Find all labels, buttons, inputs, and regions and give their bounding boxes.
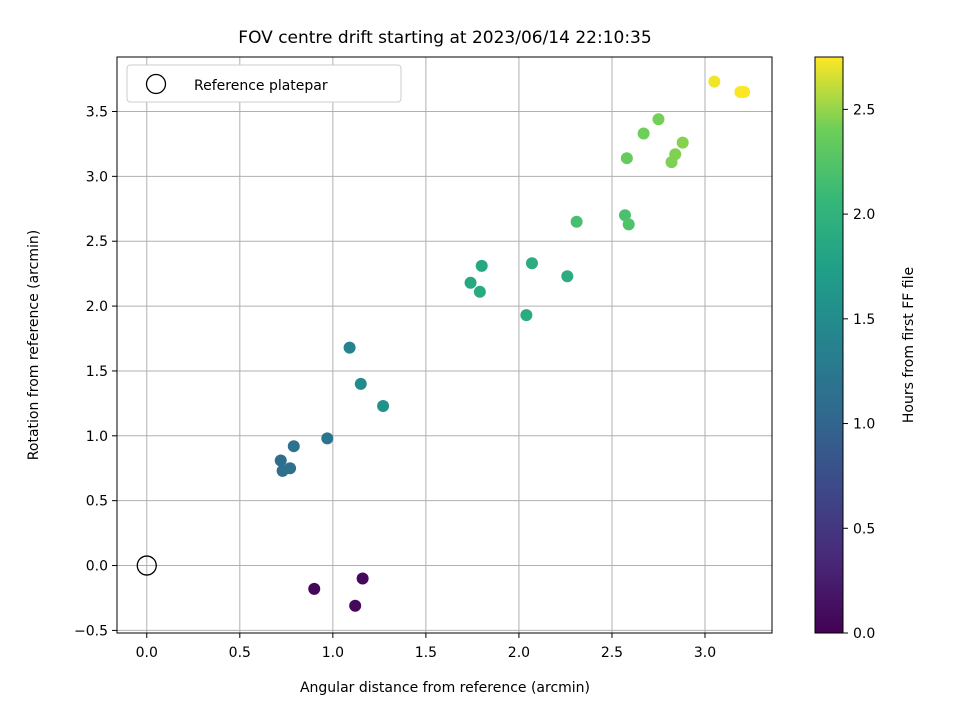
x-tick-label: 2.0	[508, 645, 530, 661]
scatter-point	[475, 259, 488, 272]
scatter-point	[354, 377, 367, 390]
scatter-point	[622, 218, 635, 231]
scatter-point	[620, 152, 633, 165]
scatter-point	[637, 127, 650, 140]
scatter-point	[377, 399, 390, 412]
scatter-point	[570, 215, 583, 228]
scatter-point	[308, 582, 321, 595]
y-axis-ticks: −0.5 0.0 0.5 1.0 1.5 2.0 2.5 3.0 3.5	[74, 104, 117, 639]
reference-marker	[136, 555, 157, 576]
grid	[117, 57, 772, 633]
scatter-point	[676, 136, 689, 149]
scatter-points	[274, 75, 751, 612]
colorbar-ticks: 0.0 0.5 1.0 1.5 2.0 2.5	[843, 102, 875, 642]
legend-marker-reference	[145, 73, 167, 95]
scatter-point	[520, 309, 533, 322]
legend: Reference platepar	[126, 64, 402, 103]
scatter-point	[525, 257, 538, 270]
scatter-point	[561, 270, 574, 283]
scatter-point	[274, 454, 287, 467]
scatter-point	[464, 276, 477, 289]
y-axis-label: Rotation from reference (arcmin)	[26, 230, 42, 460]
scatter-point	[343, 341, 356, 354]
scatter-point	[708, 75, 721, 88]
y-tick-label: 2.5	[86, 234, 108, 250]
colorbar-label: Hours from first FF file	[901, 267, 917, 423]
x-tick-label: 1.5	[415, 645, 437, 661]
scatter-point	[669, 148, 682, 161]
colorbar-tick-label: 0.5	[853, 521, 875, 537]
colorbar-tick-label: 1.0	[853, 417, 875, 433]
colorbar-gradient	[814, 56, 844, 634]
scatter-point	[321, 432, 334, 445]
legend-box	[126, 64, 402, 103]
y-tick-label: 3.5	[86, 104, 108, 120]
y-tick-label: −0.5	[74, 623, 108, 639]
x-tick-label: 2.5	[601, 645, 623, 661]
scatter-point	[287, 440, 300, 453]
colorbar-tick-label: 2.0	[853, 207, 875, 223]
x-tick-label: 0.5	[229, 645, 251, 661]
colorbar-tick-label: 0.0	[853, 626, 875, 642]
plot-frame	[116, 56, 773, 634]
x-tick-label: 0.0	[136, 645, 158, 661]
scatter-point	[473, 285, 486, 298]
scatter-point	[618, 209, 631, 222]
colorbar: 0.0 0.5 1.0 1.5 2.0 2.5 Hours from first FF f…	[814, 56, 917, 642]
scatter-point	[284, 462, 297, 475]
x-tick-label: 1.0	[322, 645, 344, 661]
colorbar-tick-label: 2.5	[853, 102, 875, 118]
colorbar-tick-label: 1.5	[853, 312, 875, 328]
scatter-point	[738, 86, 751, 99]
scatter-point	[652, 113, 665, 126]
scatter-point	[349, 599, 362, 612]
y-tick-label: 1.0	[86, 429, 108, 445]
y-tick-label: 3.0	[86, 169, 108, 185]
y-tick-label: 0.5	[86, 494, 108, 510]
y-tick-label: 0.0	[86, 559, 108, 575]
y-tick-label: 1.5	[86, 364, 108, 380]
scatter-point	[356, 572, 369, 585]
chart-title: FOV centre drift starting at 2023/06/14 …	[238, 28, 651, 48]
x-axis-ticks: 0.0 0.5 1.0 1.5 2.0 2.5 3.0	[136, 633, 716, 661]
y-tick-label: 2.0	[86, 299, 108, 315]
reference-marker-layer	[136, 555, 157, 576]
legend-entry-reference: Reference platepar	[194, 78, 328, 94]
x-axis-label: Angular distance from reference (arcmin)	[300, 680, 590, 696]
x-tick-label: 3.0	[694, 645, 716, 661]
